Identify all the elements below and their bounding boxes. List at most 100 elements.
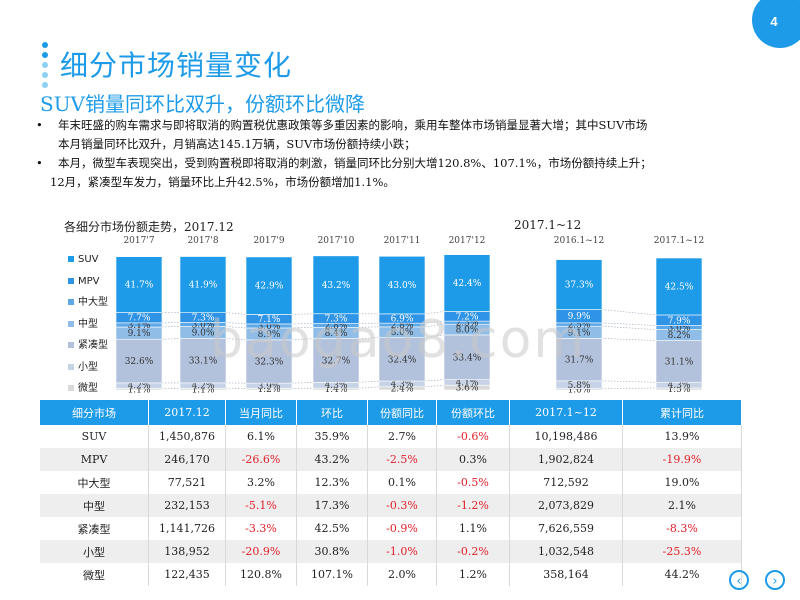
data-label: 42.9% [255,282,284,292]
legend-entry: 紧凑型 [68,339,128,361]
segment-connector [291,382,314,384]
bar-segment [555,259,603,310]
data-label: 43.0% [388,281,417,291]
page-number-badge [752,0,800,48]
table-cell: -20.9% [225,540,297,563]
legend-swatch [68,256,74,262]
data-label: 4.3% [391,380,414,390]
table-row: 微型 122,435 120.8% 107.1% 2.0% 1.2% 358,164 44.2… [40,563,742,586]
segment-connector [601,322,657,326]
segment-connector [291,338,314,341]
table-cell: 6.1% [225,425,297,448]
segment-connector [225,338,247,341]
legend-swatch [68,299,74,305]
bullet-line: 年末旺盛的购车需求与即将取消的购置税优惠政策等多重因素的影响，乘用车整体市场销量… [58,118,648,132]
segment-connector [225,322,247,325]
data-label: 3.6% [456,384,479,394]
table-cell: 紧凑型 [40,517,149,540]
bar-segment [655,340,703,383]
data-label: 5.8% [568,381,591,391]
segment-connector [161,338,181,340]
data-label: 3.9% [258,382,281,392]
summary-bullets: 年末旺盛的购车需求与即将取消的购置税优惠政策等多重因素的影响，乘用车整体市场销量… [36,116,756,192]
segment-connector [601,380,657,383]
table-cell: 2.1% [622,494,742,517]
data-label: 42.4% [453,279,482,289]
page-number: 4 [770,14,778,29]
table-cell: -0.3% [367,494,437,517]
bullet-item: 本月，微型车表现突出，受到购置税即将取消的刺激，销量同环比分别大增120.8%、… [36,154,756,192]
table-cell: 1,902,824 [509,448,623,471]
page-title: 细分市场销量变化 [60,49,293,82]
chevron-left-icon[interactable]: ‹ [729,570,749,590]
table-cell: 43.2% [296,448,368,471]
data-label: 7.9% [668,316,691,326]
data-label: 2.8% [325,321,348,331]
table-cell: -2.5% [367,448,437,471]
data-label: 33.1% [189,357,218,367]
table-cell: 1,032,548 [509,540,623,563]
table-cell: -3.3% [225,517,297,540]
category-label: 2017.1~12 [654,236,704,246]
segment-connector [601,387,657,389]
table-cell: 1,450,876 [148,425,226,448]
legend-swatch [68,320,74,327]
table-row: 中型 232,153 -5.1% 17.3% -0.3% -1.2% 2,073,829 2.… [40,494,742,517]
data-label: 7.7% [128,314,151,324]
legend-label: 中型 [78,318,98,330]
table-cell: 2.7% [367,425,437,448]
chevron-right-icon[interactable]: › [765,570,785,590]
legend-entry: MPV [68,275,128,297]
data-label: 7.3% [325,315,348,325]
data-label: 2.8% [391,321,414,331]
category-label: 2017'8 [187,236,218,246]
data-label: 4.2% [128,382,151,392]
bar-segment [245,256,293,315]
category-label: 2017'9 [253,236,284,246]
table-cell: 中型 [40,494,149,517]
data-label: 1.1% [192,385,215,395]
table-cell: 122,435 [148,563,226,586]
bar-segment [179,256,227,313]
market-share-chart: 2017'7 2017'8 2017'9 2017'10 2017'11 2017'12 2… [115,236,704,395]
data-label: 8.9% [258,330,281,340]
data-label: 43.2% [322,281,351,291]
table-cell: 0.3% [436,448,510,471]
legend-label: 中大型 [78,297,108,308]
table-header-cell: 2017.12 [148,400,226,425]
data-label: 37.3% [565,281,594,291]
segment-connector [161,326,181,328]
table-header-cell: 累计同比 [622,400,742,425]
data-label: 33.4% [453,353,482,363]
data-label: 9.1% [128,329,151,339]
segment-connector [601,338,657,341]
table-row: 中大型 77,521 3.2% 12.3% 0.1% -0.5% 712,592 19.0% [40,471,742,494]
data-label: 2.4% [391,384,414,394]
table-cell: 44.2% [622,563,742,586]
table-cell: 232,153 [148,494,226,517]
table-cell: 1,141,726 [148,517,226,540]
data-label: 8.0% [391,328,414,338]
table-cell: 小型 [40,540,149,563]
data-label: 32.7% [322,356,351,366]
category-label: 2017'10 [318,236,355,246]
legend-entry: 微型 [68,382,128,404]
data-label: 3.0% [668,324,691,334]
data-label: 8.2% [668,331,691,341]
category-label: 2017'12 [449,236,486,246]
table-cell: 中大型 [40,471,149,494]
segment-connector [291,326,314,329]
data-label: 42.5% [665,282,694,292]
data-label: 41.7% [125,281,154,291]
table-cell: -0.2% [436,540,510,563]
table-cell: -0.6% [436,425,510,448]
bar-segment [115,338,163,384]
table-cell: 246,170 [148,448,226,471]
data-label: 9.9% [568,312,591,322]
data-label: 32.3% [255,358,284,368]
table-row: 小型 138,952 -20.9% 30.8% -1.0% -0.2% 1,032,548-… [40,540,742,563]
title-decoration [42,42,50,92]
segment-connector [424,323,445,328]
bar-segment [655,257,703,316]
table-cell: 107.1% [296,563,368,586]
